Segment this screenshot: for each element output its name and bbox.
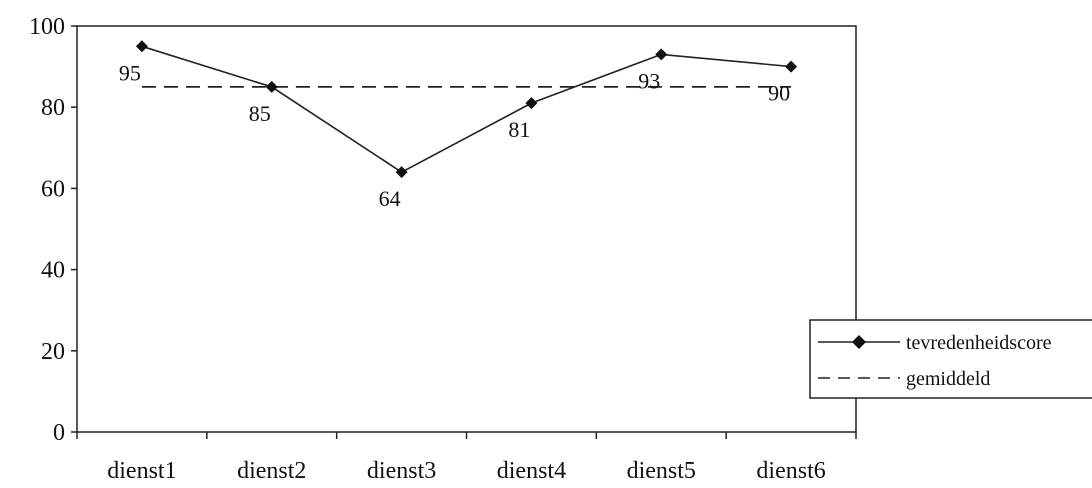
data-point-dienst3 bbox=[395, 166, 408, 179]
y-tick-label: 0 bbox=[53, 420, 65, 446]
y-tick-label: 60 bbox=[41, 176, 65, 202]
data-label-dienst2: 85 bbox=[249, 101, 271, 126]
legend-label-gemiddeld: gemiddeld bbox=[906, 368, 990, 390]
data-point-dienst1 bbox=[135, 40, 148, 53]
x-tick-label: dienst5 bbox=[627, 458, 696, 484]
data-label-dienst1: 95 bbox=[119, 60, 141, 85]
x-tick-label: dienst1 bbox=[107, 458, 176, 484]
legend-box bbox=[809, 319, 1092, 399]
y-axis: 0 20 40 60 80 100 bbox=[29, 14, 77, 446]
x-tick-label: dienst6 bbox=[756, 458, 825, 484]
data-label-dienst5: 93 bbox=[638, 68, 660, 93]
y-tick-label: 80 bbox=[41, 95, 65, 121]
data-label-dienst3: 64 bbox=[379, 186, 401, 211]
x-axis: dienst1 dienst2 dienst3 dienst4 dienst5 diens… bbox=[76, 432, 857, 484]
series-layer bbox=[135, 40, 798, 179]
data-point-dienst4 bbox=[525, 97, 538, 110]
data-label-dienst4: 81 bbox=[508, 117, 530, 142]
series-line-tevredenheidscore bbox=[141, 45, 792, 174]
x-tick-label: dienst3 bbox=[367, 458, 436, 484]
data-label-layer: 95 85 64 81 93 90 bbox=[119, 60, 790, 211]
y-tick-label: 40 bbox=[41, 258, 65, 284]
x-tick-label: dienst2 bbox=[237, 458, 306, 484]
y-tick-label: 20 bbox=[41, 339, 65, 365]
data-point-dienst5 bbox=[655, 48, 668, 61]
legend-label-tevredenheidscore: tevredenheidscore bbox=[906, 332, 1052, 354]
data-label-dienst6: 90 bbox=[768, 81, 790, 106]
legend: tevredenheidscore gemiddeld bbox=[809, 319, 1092, 399]
x-tick-label: dienst4 bbox=[497, 458, 566, 484]
data-point-dienst6 bbox=[785, 60, 798, 73]
y-tick-label: 100 bbox=[29, 14, 65, 40]
data-point-dienst2 bbox=[265, 80, 278, 93]
plot-area bbox=[76, 25, 857, 433]
legend-marker-diamond bbox=[852, 335, 866, 349]
